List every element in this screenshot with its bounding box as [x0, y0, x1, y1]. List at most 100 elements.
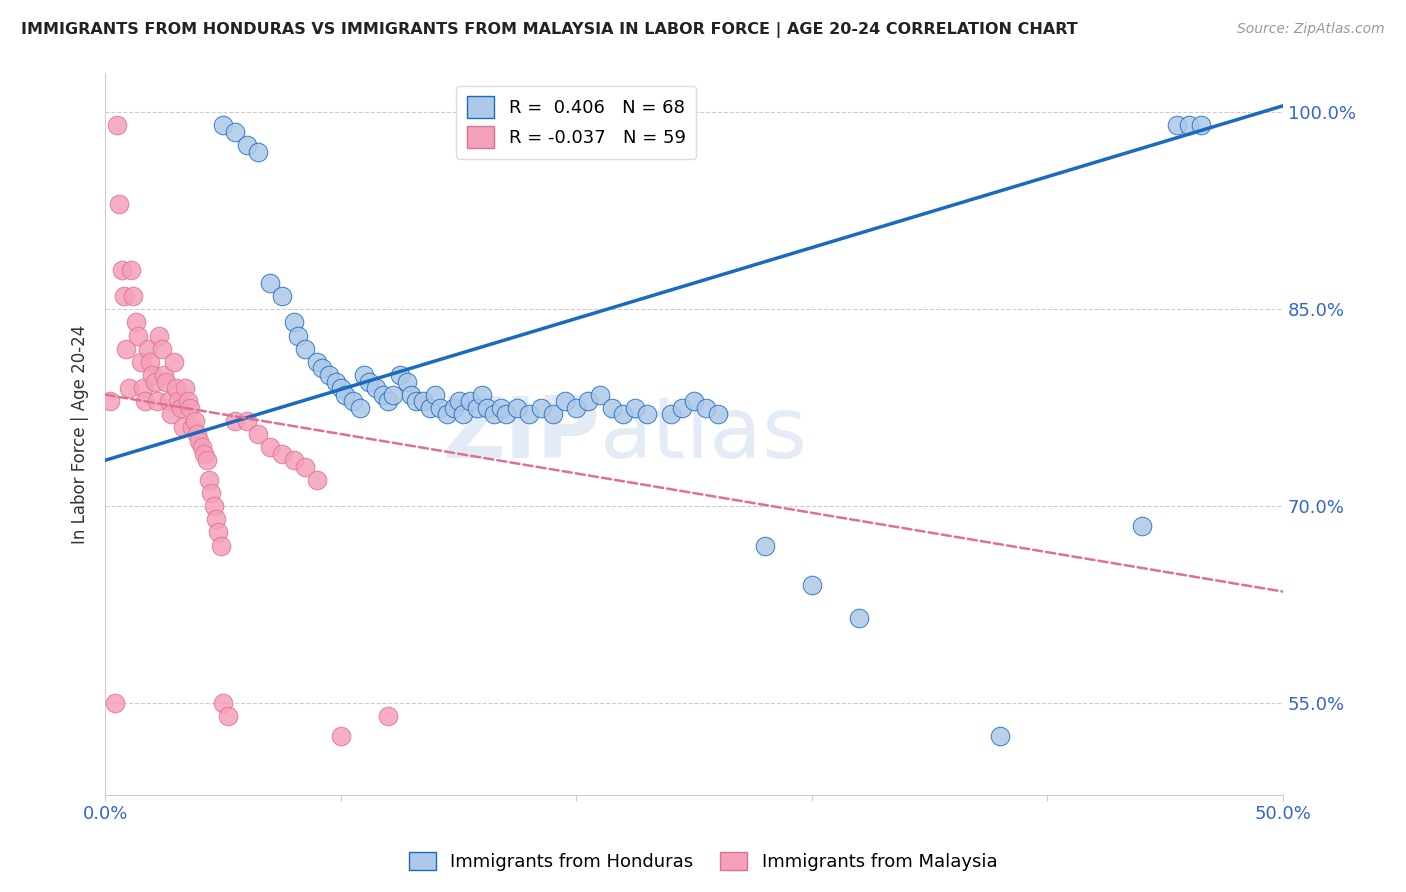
Point	[132, 381, 155, 395]
Point	[193, 447, 215, 461]
Point	[506, 401, 529, 415]
Point	[401, 387, 423, 401]
Point	[988, 729, 1011, 743]
Point	[373, 387, 395, 401]
Point	[209, 539, 232, 553]
Point	[191, 440, 214, 454]
Point	[134, 394, 156, 409]
Point	[183, 414, 205, 428]
Point	[202, 500, 225, 514]
Point	[112, 289, 135, 303]
Point	[188, 434, 211, 448]
Point	[377, 709, 399, 723]
Point	[349, 401, 371, 415]
Point	[517, 407, 540, 421]
Point	[659, 407, 682, 421]
Point	[419, 401, 441, 415]
Point	[118, 381, 141, 395]
Point	[143, 375, 166, 389]
Point	[139, 355, 162, 369]
Point	[482, 407, 505, 421]
Point	[1189, 119, 1212, 133]
Point	[624, 401, 647, 415]
Point	[388, 368, 411, 382]
Point	[179, 401, 201, 415]
Point	[167, 394, 190, 409]
Point	[146, 394, 169, 409]
Point	[125, 315, 148, 329]
Point	[120, 263, 142, 277]
Point	[530, 401, 553, 415]
Point	[329, 381, 352, 395]
Point	[683, 394, 706, 409]
Y-axis label: In Labor Force | Age 20-24: In Labor Force | Age 20-24	[72, 325, 89, 543]
Point	[247, 145, 270, 159]
Point	[160, 407, 183, 421]
Point	[174, 381, 197, 395]
Point	[259, 276, 281, 290]
Point	[172, 420, 194, 434]
Legend: Immigrants from Honduras, Immigrants from Malaysia: Immigrants from Honduras, Immigrants fro…	[401, 845, 1005, 879]
Point	[104, 696, 127, 710]
Point	[475, 401, 498, 415]
Point	[451, 407, 474, 421]
Point	[800, 578, 823, 592]
Point	[1130, 519, 1153, 533]
Point	[195, 453, 218, 467]
Point	[212, 119, 235, 133]
Point	[259, 440, 281, 454]
Point	[423, 387, 446, 401]
Point	[377, 394, 399, 409]
Point	[447, 394, 470, 409]
Point	[325, 375, 347, 389]
Point	[471, 387, 494, 401]
Point	[495, 407, 517, 421]
Point	[706, 407, 728, 421]
Text: IMMIGRANTS FROM HONDURAS VS IMMIGRANTS FROM MALAYSIA IN LABOR FORCE | AGE 20-24 : IMMIGRANTS FROM HONDURAS VS IMMIGRANTS F…	[21, 22, 1078, 38]
Point	[181, 420, 204, 434]
Point	[1177, 119, 1199, 133]
Point	[108, 197, 131, 211]
Point	[111, 263, 134, 277]
Point	[198, 473, 221, 487]
Point	[307, 473, 329, 487]
Text: Source: ZipAtlas.com: Source: ZipAtlas.com	[1237, 22, 1385, 37]
Text: atlas: atlas	[600, 392, 808, 475]
Point	[443, 401, 465, 415]
Point	[357, 375, 380, 389]
Point	[311, 361, 333, 376]
Point	[576, 394, 599, 409]
Point	[162, 355, 184, 369]
Point	[436, 407, 458, 421]
Point	[98, 394, 121, 409]
Point	[612, 407, 634, 421]
Point	[636, 407, 658, 421]
Point	[460, 394, 482, 409]
Point	[541, 407, 564, 421]
Point	[565, 401, 588, 415]
Point	[176, 394, 198, 409]
Point	[155, 375, 177, 389]
Point	[342, 394, 364, 409]
Point	[381, 387, 404, 401]
Point	[754, 539, 776, 553]
Point	[200, 486, 222, 500]
Point	[150, 342, 173, 356]
Point	[217, 709, 239, 723]
Point	[122, 289, 145, 303]
Point	[848, 611, 870, 625]
Legend: R =  0.406   N = 68, R = -0.037   N = 59: R = 0.406 N = 68, R = -0.037 N = 59	[456, 86, 696, 159]
Point	[224, 125, 246, 139]
Point	[429, 401, 451, 415]
Point	[270, 289, 292, 303]
Point	[207, 525, 229, 540]
Point	[489, 401, 512, 415]
Point	[1166, 119, 1188, 133]
Point	[600, 401, 623, 415]
Point	[115, 342, 138, 356]
Point	[127, 328, 149, 343]
Point	[405, 394, 427, 409]
Point	[270, 447, 292, 461]
Point	[364, 381, 387, 395]
Point	[224, 414, 246, 428]
